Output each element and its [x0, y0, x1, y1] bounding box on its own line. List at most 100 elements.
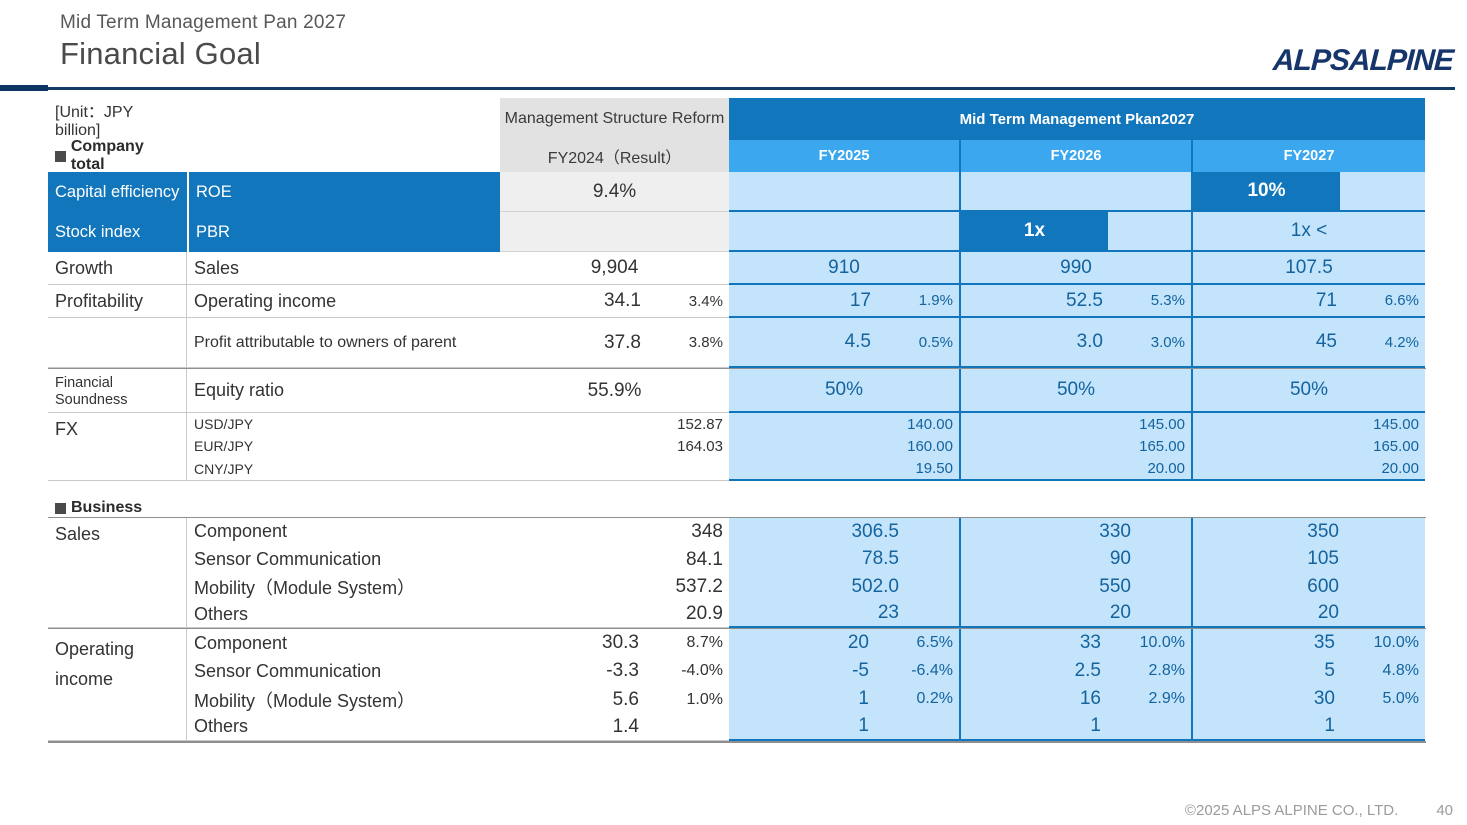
- oi-fy2027: 71: [1315, 289, 1337, 311]
- fx-pair-row: EUR/JPY: [194, 435, 493, 457]
- fx-pair-usd: USD/JPY: [194, 416, 254, 433]
- column-header-fy2026: FY2026: [961, 140, 1193, 172]
- section-business-cell: Business: [48, 481, 187, 517]
- table-bottom-rule: [48, 741, 1426, 743]
- boi-component-fy2025: 20: [847, 631, 869, 653]
- bs-component-fy2027: 350: [1307, 520, 1339, 542]
- row-metric-pbr: PBR: [187, 212, 500, 252]
- boi-others-fy2024: 1.4: [612, 715, 639, 737]
- header-rule: [48, 87, 1455, 90]
- pp-fy2026-cell: 3.0 3.0%: [961, 318, 1193, 368]
- table-header-row-1: [Unit：JPY billion] Management Structure …: [48, 98, 1426, 140]
- business-group-sales: Sales: [48, 518, 187, 628]
- bottom-divider: [48, 741, 1426, 743]
- boi-component-fy2026: 33: [1079, 631, 1101, 653]
- business-oi-block: Operating income Component Sensor Commun…: [48, 628, 1426, 741]
- section-company-label: Company total: [55, 138, 180, 174]
- oi-fy2026-pct: 5.3%: [1150, 292, 1185, 309]
- seg-mobility: Mobility（Module System）: [194, 578, 416, 599]
- oi-fy2026: 52.5: [1066, 289, 1103, 311]
- fx-cny-fy2025: 19.50: [915, 459, 953, 477]
- eq-fy2025: 50%: [729, 369, 961, 413]
- bs-sensor-fy2027: 105: [1307, 548, 1339, 570]
- column-header-fy2027: FY2027: [1193, 140, 1425, 172]
- business-group-operating-income: Operating income: [48, 629, 187, 741]
- business-oi-fy2025: 20 6.5% -5 -6.4% 1 0.2% 1: [729, 629, 961, 741]
- fx-pairs-cell: USD/JPY EUR/JPY CNY/JPY: [187, 413, 500, 481]
- section-business-label: Business: [55, 499, 142, 517]
- pp-fy2025-pct: 0.5%: [918, 333, 953, 351]
- fx-usd-fy2024: 152.87: [677, 415, 723, 433]
- boi-component-fy2027: 35: [1313, 631, 1335, 653]
- table-row-roe: Capital efficiency ROE 9.4% 10%: [48, 172, 1426, 212]
- pp-fy2025-cell: 4.5 0.5%: [729, 318, 961, 368]
- boi-component-fy2026-pct: 10.0%: [1139, 633, 1185, 651]
- business-oi-fy2024: 30.3 8.7% -3.3 -4.0% 5.6 1.0% 1.4: [500, 629, 729, 741]
- oi-fy2026-cell: 52.5 5.3%: [961, 285, 1193, 318]
- eq-fy2026: 50%: [961, 369, 1193, 413]
- fx-usd-fy2025: 140.00: [907, 415, 953, 433]
- oiseg-sensor: Sensor Communication: [194, 660, 382, 681]
- boi-others-fy2027: 1: [1324, 714, 1335, 736]
- fx-cny-fy2027: 20.00: [1381, 459, 1419, 477]
- pp-fy2027-pct: 4.2%: [1384, 333, 1419, 351]
- fx-fy2025-cell: 140.00 160.00 19.50: [729, 413, 961, 481]
- bs-sensor-fy2024: 84.1: [686, 548, 723, 570]
- slide-header: Mid Term Management Pan 2027 Financial G…: [0, 0, 1467, 90]
- boi-mobility-fy2026-pct: 2.9%: [1148, 689, 1185, 707]
- pp-fy2024-pct: 3.8%: [688, 334, 723, 351]
- bs-others-fy2027: 20: [1317, 602, 1339, 624]
- unit-note: [Unit：JPY billion]: [55, 104, 133, 139]
- section-company-cell: Company total: [48, 138, 187, 174]
- row-group-profitability-cont: [48, 318, 187, 368]
- sales-fy2027: 107.5: [1193, 252, 1425, 285]
- bs-sensor-fy2025: 78.5: [862, 548, 899, 570]
- column-header-reform: Management Structure Reform: [500, 98, 729, 140]
- pp-fy2027-cell: 45 4.2%: [1193, 318, 1425, 368]
- boi-others-fy2025: 1: [858, 714, 869, 736]
- fx-eur-fy2027: 165.00: [1373, 437, 1419, 455]
- business-sales-fy2026: 330 90 550 20: [961, 518, 1193, 628]
- business-header-spacer-d: [961, 481, 1193, 517]
- pp-fy2026-pct: 3.0%: [1150, 333, 1185, 351]
- business-sales-fy2025: 306.5 78.5 502.0 23: [729, 518, 961, 628]
- row-group-fx: FX: [48, 413, 187, 481]
- boi-sensor-fy2024-pct: -4.0%: [681, 662, 723, 680]
- oi-fy2025: 17: [849, 289, 871, 311]
- page-title: Financial Goal: [60, 36, 261, 71]
- row-group-stock-index: Stock index: [48, 212, 187, 252]
- table-row-profit-parent: Profit attributable to owners of parent …: [48, 318, 1426, 368]
- slide-footer: ©2025 ALPS ALPINE CO., LTD. 40: [1185, 802, 1453, 819]
- oiseg-component: Component: [194, 632, 288, 653]
- oiseg-mobility: Mobility（Module System）: [194, 690, 416, 711]
- header-rule-accent: [0, 85, 48, 91]
- bs-mobility-fy2024: 537.2: [675, 576, 723, 598]
- bs-component-fy2025: 306.5: [851, 520, 899, 542]
- oi-fy2024-pct: 3.4%: [688, 292, 723, 310]
- boi-mobility-fy2026: 16: [1079, 687, 1101, 709]
- boi-sensor-fy2025-pct: -6.4%: [911, 661, 953, 679]
- fx-pairs-stack: USD/JPY EUR/JPY CNY/JPY: [194, 413, 493, 480]
- alpsalpine-logo: ALPSALPINE: [1272, 44, 1454, 77]
- bs-others-fy2025: 23: [877, 602, 899, 624]
- pbr-fy2025: [729, 212, 961, 252]
- financial-goal-table: [Unit：JPY billion] Management Structure …: [48, 98, 1426, 743]
- eq-fy2024: 55.9%: [500, 369, 729, 413]
- oiseg-others: Others: [194, 716, 249, 737]
- boi-sensor-fy2025: -5: [852, 659, 869, 681]
- business-header-spacer-b: [500, 481, 729, 517]
- row-metric-equity-ratio: Equity ratio: [187, 369, 500, 413]
- seg-sensor: Sensor Communication: [194, 549, 382, 570]
- unit-note-cell: [Unit：JPY billion]: [48, 98, 187, 140]
- oi-group-line1: Operating: [55, 639, 135, 659]
- pp-fy2024-cell: 37.8 3.8%: [500, 318, 729, 368]
- boi-mobility-fy2024: 5.6: [612, 688, 639, 710]
- roe-fy2024: 9.4%: [500, 172, 729, 212]
- roe-fy2026: [961, 172, 1193, 212]
- fx-fy2027-cell: 145.00 165.00 20.00: [1193, 413, 1425, 481]
- boi-sensor-fy2027-pct: 4.8%: [1382, 661, 1419, 679]
- eq-fy2027: 50%: [1193, 369, 1425, 413]
- boi-sensor-fy2024: -3.3: [606, 660, 639, 682]
- bs-sensor-fy2026: 90: [1109, 548, 1131, 570]
- fx-usd-fy2027: 145.00: [1373, 415, 1419, 433]
